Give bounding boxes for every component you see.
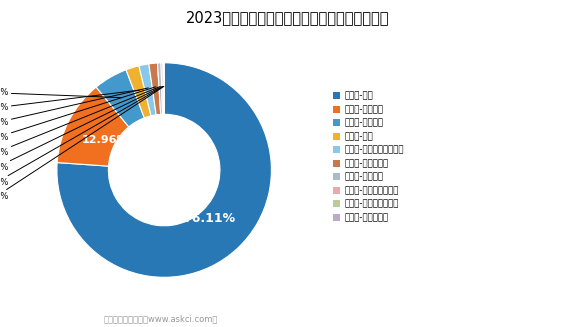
Wedge shape bbox=[157, 63, 162, 114]
Text: 12.96%: 12.96% bbox=[82, 134, 128, 145]
Wedge shape bbox=[163, 63, 164, 114]
Wedge shape bbox=[96, 70, 145, 127]
Text: 5.15%: 5.15% bbox=[0, 88, 122, 98]
Text: 1.50%: 1.50% bbox=[0, 88, 149, 127]
Text: 76.11%: 76.11% bbox=[183, 212, 236, 225]
Text: 制图：中商情报网（www.askci.com）: 制图：中商情报网（www.askci.com） bbox=[104, 315, 218, 324]
Wedge shape bbox=[57, 63, 271, 277]
Text: 2.00%: 2.00% bbox=[0, 90, 139, 112]
Text: 0.09%: 0.09% bbox=[0, 86, 164, 201]
Legend: 大运能-地铁, 中运能-市域快轨, 低运能-有轨电车, 中运能-轻轨, 低运能-电子导向胶轮系统, 中运能-跨坐式单轨, 中运能-磁浮交通, 低运能-导轨式胶轮: 大运能-地铁, 中运能-市域快轨, 低运能-有轨电车, 中运能-轻轨, 低运能-… bbox=[332, 92, 404, 222]
Wedge shape bbox=[126, 66, 151, 118]
Wedge shape bbox=[139, 64, 156, 116]
Text: 0.09%: 0.09% bbox=[0, 86, 164, 187]
Text: 0.29%: 0.29% bbox=[0, 86, 162, 172]
Wedge shape bbox=[57, 87, 129, 166]
Wedge shape bbox=[149, 63, 161, 115]
Text: 1.29%: 1.29% bbox=[0, 87, 156, 142]
Wedge shape bbox=[161, 63, 164, 114]
Text: 2023年中国城轨交通运营线路制式结构占比情况: 2023年中国城轨交通运营线路制式结构占比情况 bbox=[186, 10, 390, 25]
Text: 0.52%: 0.52% bbox=[0, 86, 160, 157]
